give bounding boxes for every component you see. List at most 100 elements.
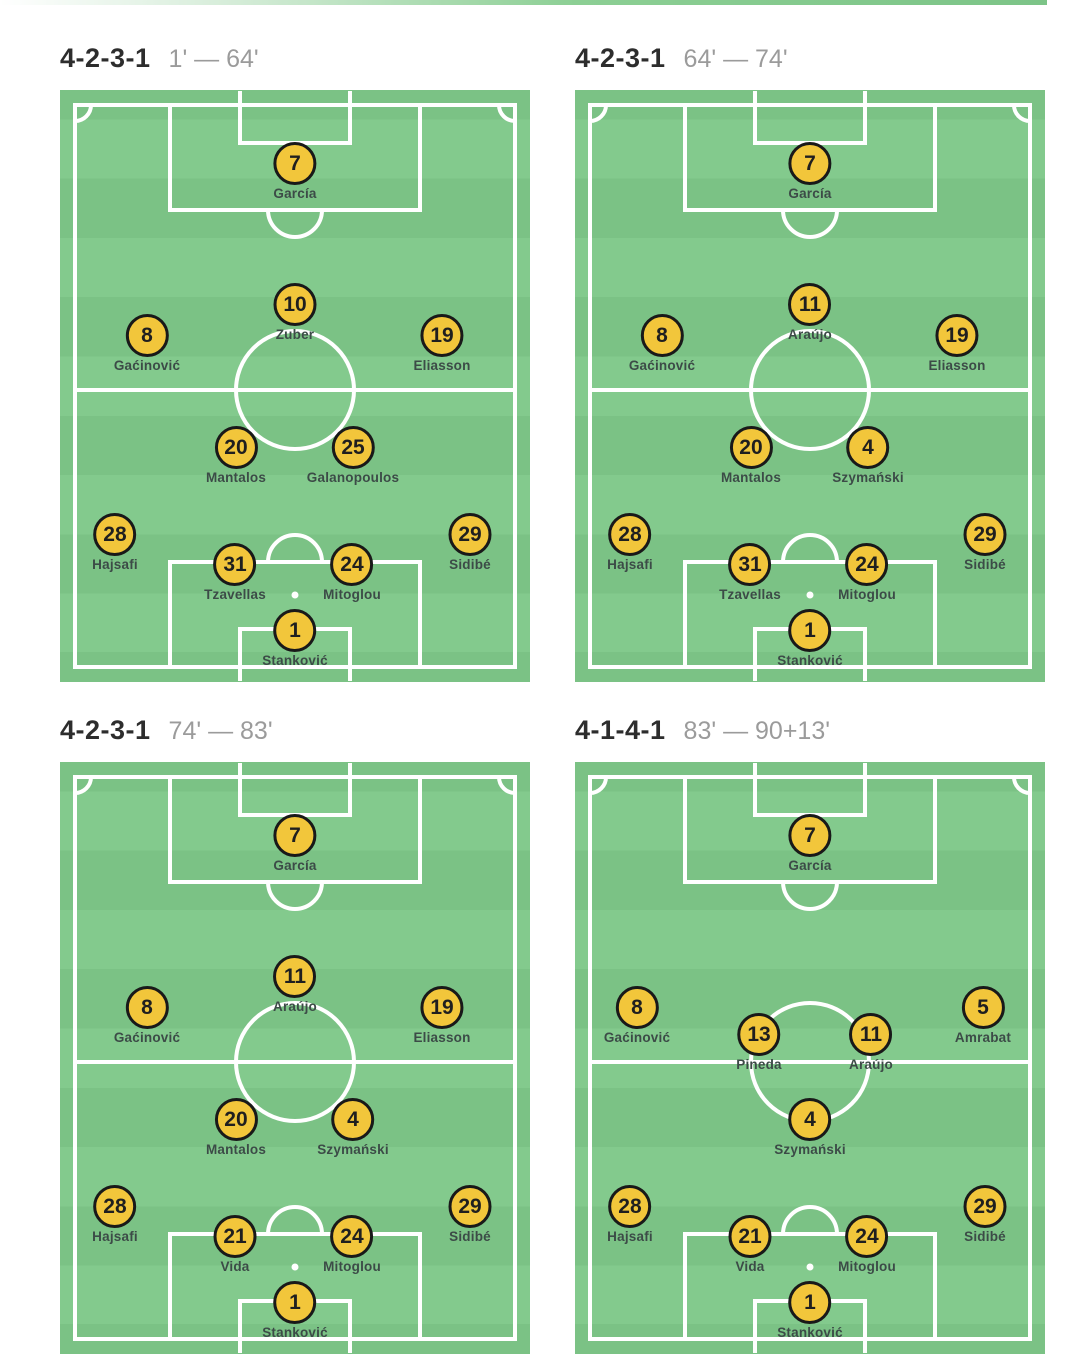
player-marker[interactable]: 4 Szymański [317, 1097, 389, 1157]
player-marker[interactable]: 1 Stanković [777, 608, 843, 668]
player-marker[interactable]: 11 Araújo [273, 954, 317, 1014]
player-marker[interactable]: 20 Mantalos [721, 425, 781, 485]
player-marker[interactable]: 31 Tzavellas [719, 542, 781, 602]
corner-arc-top-left [74, 104, 93, 123]
player-marker[interactable]: 29 Sidibé [963, 512, 1007, 572]
formation-card: 4-2-3-1 64' — 74' 7 García 11 Araújo 8 Gaćinovi… [575, 38, 1045, 682]
player-marker[interactable]: 29 Sidibé [963, 1184, 1007, 1244]
player-number-badge: 28 [93, 512, 137, 556]
player-name: Amrabat [954, 1029, 1012, 1045]
player-number-badge: 19 [420, 985, 464, 1029]
penalty-spot [291, 1263, 299, 1271]
player-marker[interactable]: 13 Pineda [736, 1012, 782, 1072]
player-number-badge: 20 [214, 425, 258, 469]
player-marker[interactable]: 24 Mitoglou [323, 542, 381, 602]
corner-arc-top-left [589, 776, 608, 795]
player-number-badge: 1 [273, 608, 317, 652]
player-number-badge: 20 [214, 1097, 258, 1141]
player-number-badge: 5 [961, 985, 1005, 1029]
pitch: 7 García 10 Zuber 8 Gaćinović 19 Eliasson 20 Mant… [60, 90, 530, 682]
player-marker[interactable]: 8 Gaćinović [114, 985, 180, 1045]
player-marker[interactable]: 19 Eliasson [413, 313, 471, 373]
player-name: Sidibé [964, 556, 1006, 572]
player-marker[interactable]: 25 Galanopoulos [307, 425, 399, 485]
player-marker[interactable]: 8 Gaćinović [604, 985, 670, 1045]
player-name: Sidibé [964, 1228, 1006, 1244]
penalty-arc-top [266, 881, 324, 911]
player-name: Araújo [273, 998, 317, 1014]
player-name: Zuber [275, 326, 315, 342]
player-marker[interactable]: 28 Hajsafi [607, 1184, 653, 1244]
player-marker[interactable]: 24 Mitoglou [838, 1214, 896, 1274]
player-marker[interactable]: 7 García [788, 141, 832, 201]
player-name: Hajsafi [92, 556, 138, 572]
player-marker[interactable]: 28 Hajsafi [92, 512, 138, 572]
player-name: Araújo [849, 1056, 893, 1072]
goal-top [753, 91, 867, 105]
formation-label: 4-1-4-1 [575, 715, 666, 745]
formation-header: 4-1-4-1 83' — 90+13' [575, 710, 1045, 750]
corner-arc-top-right [1012, 776, 1031, 795]
player-name: García [788, 185, 832, 201]
player-name: Vida [220, 1258, 250, 1274]
player-marker[interactable]: 1 Stanković [262, 608, 328, 668]
player-marker[interactable]: 28 Hajsafi [92, 1184, 138, 1244]
player-marker[interactable]: 24 Mitoglou [323, 1214, 381, 1274]
player-marker[interactable]: 10 Zuber [273, 282, 317, 342]
player-marker[interactable]: 7 García [273, 141, 317, 201]
goal-top [238, 91, 352, 105]
player-marker[interactable]: 20 Mantalos [206, 1097, 266, 1157]
player-number-badge: 11 [788, 282, 832, 326]
player-name: Eliasson [413, 357, 471, 373]
player-marker[interactable]: 1 Stanković [777, 1280, 843, 1340]
player-number-badge: 24 [845, 542, 889, 586]
formation-label: 4-2-3-1 [60, 43, 151, 73]
player-marker[interactable]: 28 Hajsafi [607, 512, 653, 572]
corner-arc-top-left [74, 776, 93, 795]
penalty-arc-bottom [781, 1205, 839, 1235]
player-number-badge: 19 [935, 313, 979, 357]
formation-card: 4-2-3-1 1' — 64' 7 García 10 Zuber 8 Gaćinović 1… [60, 38, 530, 682]
player-marker[interactable]: 8 Gaćinović [629, 313, 695, 373]
formation-header: 4-2-3-1 64' — 74' [575, 38, 1045, 78]
player-marker[interactable]: 7 García [788, 813, 832, 873]
player-name: Gaćinović [113, 357, 181, 373]
penalty-spot [291, 591, 299, 599]
formation-card: 4-1-4-1 83' — 90+13' 7 García 8 Gaćinović 13 Pi… [575, 710, 1045, 1354]
penalty-arc-bottom [781, 533, 839, 563]
player-marker[interactable]: 19 Eliasson [413, 985, 471, 1045]
player-marker[interactable]: 11 Araújo [788, 282, 832, 342]
goal-bottom [238, 1339, 352, 1353]
player-marker[interactable]: 11 Araújo [849, 1012, 893, 1072]
player-marker[interactable]: 31 Tzavellas [204, 542, 266, 602]
center-circle [234, 329, 356, 451]
player-marker[interactable]: 19 Eliasson [928, 313, 985, 373]
pitch: 7 García 8 Gaćinović 13 Pineda 11 Araújo 5 Amraba… [575, 762, 1045, 1354]
player-marker[interactable]: 7 García [273, 813, 317, 873]
pitch-markings [588, 763, 1032, 1353]
player-number-badge: 8 [640, 313, 684, 357]
player-name: Szymański [317, 1141, 389, 1157]
player-number-badge: 7 [273, 141, 317, 185]
corner-arc-top-right [497, 104, 516, 123]
player-marker[interactable]: 21 Vida [213, 1214, 257, 1274]
player-marker[interactable]: 8 Gaćinović [113, 313, 181, 373]
player-name: Hajsafi [607, 556, 653, 572]
player-marker[interactable]: 20 Mantalos [206, 425, 266, 485]
player-name: Mitoglou [323, 1258, 381, 1274]
player-number-badge: 8 [615, 985, 659, 1029]
player-number-badge: 29 [448, 512, 492, 556]
player-marker[interactable]: 21 Vida [728, 1214, 772, 1274]
player-marker[interactable]: 29 Sidibé [448, 512, 492, 572]
player-marker[interactable]: 4 Szymański [774, 1097, 846, 1157]
player-number-badge: 28 [93, 1184, 137, 1228]
player-marker[interactable]: 5 Amrabat [954, 985, 1012, 1045]
player-name: Eliasson [413, 1029, 471, 1045]
player-marker[interactable]: 24 Mitoglou [838, 542, 896, 602]
player-marker[interactable]: 4 Szymański [832, 425, 904, 485]
player-number-badge: 20 [729, 425, 773, 469]
player-marker[interactable]: 1 Stanković [262, 1280, 328, 1340]
formation-card: 4-2-3-1 74' — 83' 7 García 11 Araújo 8 Gaćinovi… [60, 710, 530, 1354]
player-marker[interactable]: 29 Sidibé [448, 1184, 492, 1244]
player-name: Hajsafi [607, 1228, 653, 1244]
